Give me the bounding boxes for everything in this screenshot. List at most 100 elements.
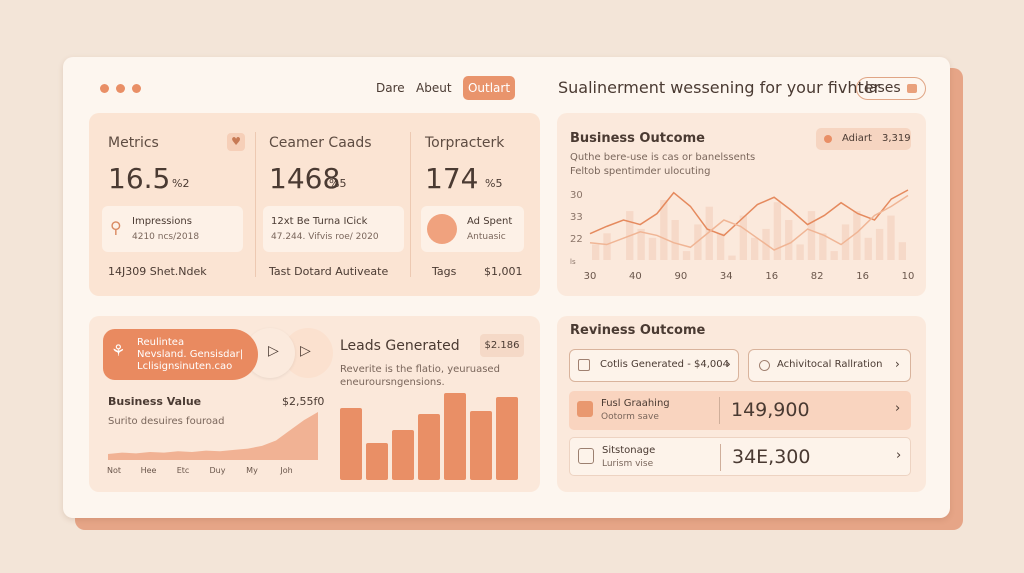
metric-card[interactable]: 12xt Be Turna ICick 47.244. Vifvis roe/ 2… — [263, 206, 404, 252]
background-bar — [751, 237, 759, 260]
footer-text: 14J309 Shet.Ndek — [108, 265, 207, 278]
background-bar — [728, 255, 736, 260]
play-icon: ▷ — [268, 343, 279, 359]
list-row[interactable]: Sitstonage Lurism vise 34E,300 › — [569, 437, 911, 476]
background-bar — [898, 242, 906, 260]
divider — [410, 132, 411, 277]
bar — [418, 414, 440, 480]
metric-card[interactable]: ⚲ Impressions 4210 ncs/2018 — [102, 206, 243, 252]
badge: $2.186 — [480, 334, 524, 357]
chevron: › — [726, 357, 731, 371]
card-sub: 4210 ncs/2018 — [132, 232, 200, 242]
row-value: 34E,300 — [732, 446, 811, 468]
subtitle: Reverite is the flatio, yeuruased — [340, 364, 500, 375]
background-bar — [592, 244, 600, 260]
background-bar — [648, 237, 657, 260]
area — [108, 412, 318, 460]
footer-text: Tags — [432, 265, 457, 278]
footer-text: Tast Dotard Autiveate — [269, 265, 389, 278]
x-tick-label: 16 — [765, 271, 778, 282]
metric-value: 16.5 — [108, 162, 171, 195]
metric-icon — [427, 214, 457, 244]
x-tick-label: 34 — [720, 271, 733, 282]
header-title: Sualinerment wessening for your fivhter — [558, 78, 881, 97]
x-tick-label: 30 — [584, 271, 597, 282]
pill-icon — [907, 84, 917, 93]
background-bar — [660, 200, 668, 260]
metric-card[interactable]: Ad Spent Antuasic — [421, 206, 524, 252]
x-tick-label: 82 — [811, 271, 824, 282]
promo-text: Nevsland. Gensisdar| — [137, 349, 244, 360]
x-tick-label: 90 — [674, 271, 687, 282]
section-title: Business Value — [108, 395, 202, 408]
subtitle: eneuroursngensions. — [340, 377, 445, 388]
background-bar — [705, 206, 713, 260]
y-tick-label: 30 — [570, 190, 583, 201]
x-tick-label: Etc — [177, 466, 190, 475]
window-dot — [132, 84, 141, 93]
button-text: Achivitocal Rallration — [777, 359, 883, 370]
badge-label: Adiart — [842, 133, 872, 144]
x-tick-label: Joh — [279, 466, 292, 475]
favorite-icon[interactable]: ♥ — [227, 133, 245, 151]
bar — [496, 397, 518, 480]
bar — [392, 430, 414, 480]
background-bar — [853, 211, 861, 260]
promo-pill[interactable]: ⚘ Reulintea Nevsland. Gensisdar| Lclisig… — [103, 329, 258, 380]
pill-text: lases — [865, 80, 901, 96]
background-bar — [671, 220, 679, 260]
bar — [366, 443, 388, 480]
filter-button[interactable]: Cotlis Generated - $4,004 › — [569, 349, 739, 382]
nav-link[interactable]: Abeut — [416, 81, 452, 95]
panel-title: Reviness Outcome — [570, 323, 706, 338]
bar — [444, 393, 466, 480]
header-pill[interactable]: lases — [856, 77, 926, 100]
promo-text: Lclisignsinuten.cao — [137, 361, 233, 372]
chevron: › — [895, 357, 900, 371]
panel-title: Business Outcome — [570, 131, 705, 146]
x-tick-label: 40 — [629, 271, 642, 282]
badge-dot — [824, 135, 832, 143]
background-bar — [841, 224, 850, 260]
divider — [255, 132, 256, 277]
button-icon — [578, 359, 590, 371]
row-value: 149,900 — [731, 399, 810, 421]
window-dot — [116, 84, 125, 93]
metric-icon: ⚲ — [110, 218, 122, 237]
background-bar — [739, 215, 747, 260]
y-tick-label: ls — [570, 258, 576, 266]
row-icon — [577, 401, 593, 417]
promo-text: Reulintea — [137, 337, 185, 348]
card-title: Ad Spent — [467, 216, 513, 227]
nav-link[interactable]: Dare — [376, 81, 405, 95]
filter-button[interactable]: Achivitocal Rallration › — [748, 349, 911, 382]
badge[interactable]: Adiart 3,319 — [816, 128, 911, 150]
card-sub: Antuasic — [467, 232, 506, 242]
x-tick-label: Hee — [141, 466, 157, 475]
background-bar — [682, 251, 691, 260]
background-bar — [875, 228, 884, 260]
background-bar — [716, 233, 725, 260]
background-bar — [637, 228, 645, 260]
x-tick-label: Duy — [210, 466, 226, 475]
subtitle: Feltob spentimder ulocuting — [570, 166, 711, 177]
metric-label: Ceamer Caads — [269, 135, 372, 151]
row-divider — [720, 444, 721, 471]
line-series — [589, 194, 909, 251]
y-tick-label: 22 — [570, 234, 583, 245]
metrics-panel — [89, 113, 540, 296]
background-bar — [796, 244, 804, 260]
window-dot — [100, 84, 109, 93]
y-tick-label: 33 — [570, 212, 583, 223]
nav-button[interactable]: Outlart — [463, 76, 515, 100]
row-title: Fusl Graahing — [601, 398, 670, 409]
footer-text: $1,001 — [484, 265, 523, 278]
bar — [340, 408, 362, 480]
list-row[interactable]: Fusl Graahing Ootorm save 149,900 › — [569, 391, 911, 430]
background-bar — [807, 211, 816, 260]
metric-label: Metrics — [108, 135, 159, 151]
promo-icon: ⚘ — [111, 341, 126, 360]
metric-unit: %5 — [329, 177, 347, 190]
